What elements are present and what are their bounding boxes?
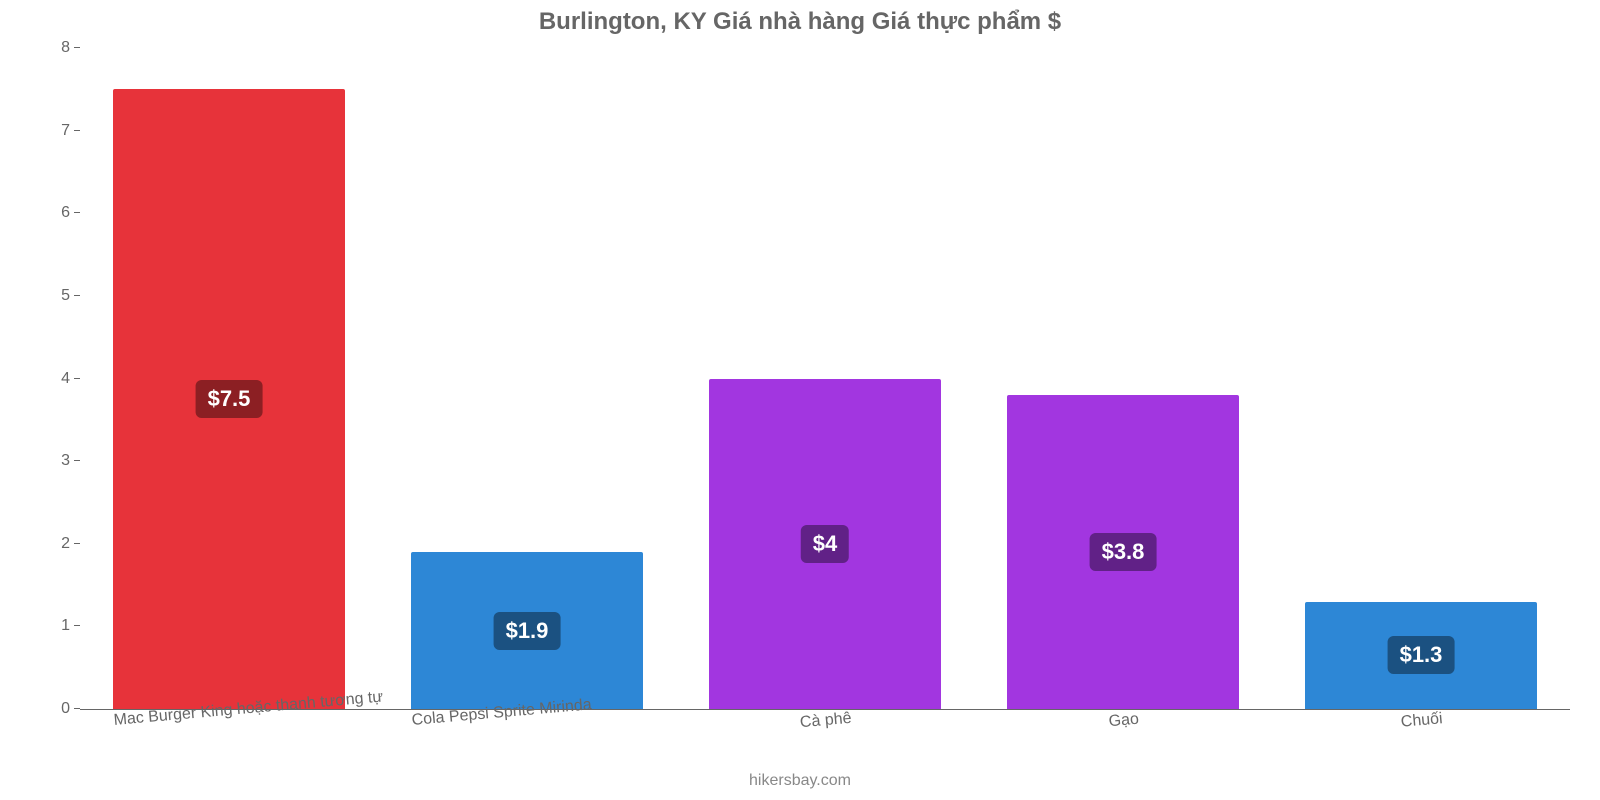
ytick-label: 1 bbox=[61, 617, 70, 635]
ytick-mark bbox=[74, 543, 80, 544]
x-axis-label: Chuối bbox=[1400, 710, 1443, 732]
ytick-mark bbox=[74, 212, 80, 213]
x-axis-label: Gạo bbox=[1108, 711, 1140, 732]
plot-area: $7.5$1.9$4$3.8$1.3 012345678 bbox=[80, 48, 1570, 710]
ytick-mark bbox=[74, 708, 80, 709]
ytick-mark bbox=[74, 295, 80, 296]
bars-container: $7.5 $1.9 $4 $3.8 $1.3 bbox=[80, 48, 1570, 709]
bar: $4 bbox=[709, 379, 941, 710]
bar: $3.8 bbox=[1007, 395, 1239, 709]
ytick-label: 5 bbox=[61, 287, 70, 305]
value-badge: $3.8 bbox=[1090, 533, 1157, 571]
ytick-mark bbox=[74, 130, 80, 131]
attribution-text: hikersbay.com bbox=[0, 772, 1600, 790]
bar-slot: $4 bbox=[676, 48, 974, 709]
bar-slot: $7.5 bbox=[80, 48, 378, 709]
bar-slot: $3.8 bbox=[974, 48, 1272, 709]
bar: $7.5 bbox=[113, 89, 345, 709]
ytick-mark bbox=[74, 460, 80, 461]
ytick-label: 0 bbox=[61, 700, 70, 718]
ytick-label: 8 bbox=[61, 39, 70, 57]
ytick-label: 3 bbox=[61, 452, 70, 470]
ytick-label: 6 bbox=[61, 204, 70, 222]
bar-slot: $1.9 bbox=[378, 48, 676, 709]
bar: $1.3 bbox=[1305, 602, 1537, 709]
ytick-label: 7 bbox=[61, 122, 70, 140]
chart-title: Burlington, KY Giá nhà hàng Giá thực phẩ… bbox=[0, 8, 1600, 36]
ytick-mark bbox=[74, 378, 80, 379]
ytick-mark bbox=[74, 625, 80, 626]
value-badge: $7.5 bbox=[196, 380, 263, 418]
ytick-mark bbox=[74, 47, 80, 48]
bar-slot: $1.3 bbox=[1272, 48, 1570, 709]
value-badge: $1.3 bbox=[1388, 636, 1455, 674]
x-axis-label: Cà phê bbox=[799, 710, 852, 732]
bar: $1.9 bbox=[411, 552, 643, 709]
value-badge: $4 bbox=[801, 525, 849, 563]
ytick-label: 2 bbox=[61, 535, 70, 553]
value-badge: $1.9 bbox=[494, 612, 561, 650]
ytick-label: 4 bbox=[61, 370, 70, 388]
price-bar-chart: Burlington, KY Giá nhà hàng Giá thực phẩ… bbox=[0, 0, 1600, 800]
